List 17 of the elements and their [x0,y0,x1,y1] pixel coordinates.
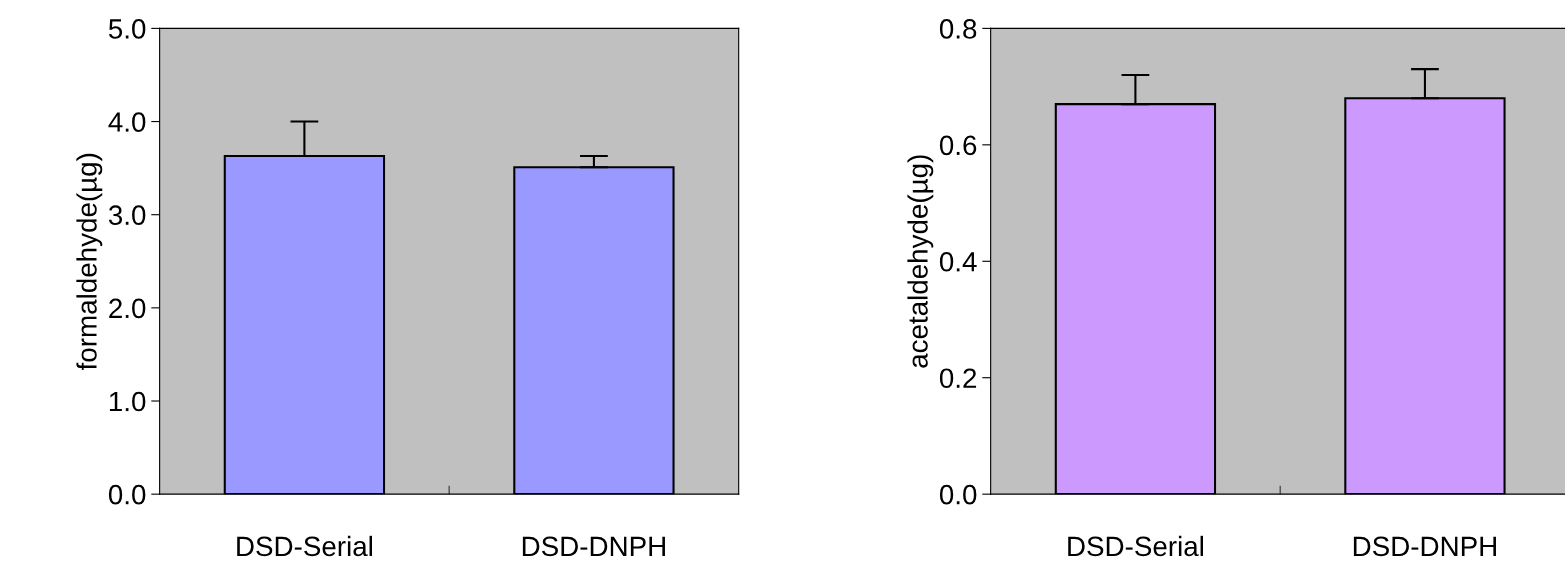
y-tick-label: 5.0 [108,19,146,39]
y-axis-title: formaldehyde(µg) [76,153,103,371]
x-tick-label: DSD-Serial [237,535,372,557]
y-tick-label: 4.0 [108,112,146,132]
y-tick-label: 0.0 [939,484,977,505]
y-tick-label: 0.2 [939,368,977,389]
y-tick-label: 1.0 [109,391,146,412]
y-tick-label: 0.6 [939,135,977,156]
y-tick-label: 0.8 [939,19,977,39]
x-tick-label: DSD-DNPH [1353,536,1496,557]
y-tick-label: 2.0 [109,298,146,319]
y-axis-title: acetaldehyde(µg) [907,155,934,368]
y-tick-label: 0.0 [108,484,146,505]
x-tick-label: DSD-DNPH [522,536,665,557]
y-tick-label: 0.4 [939,251,977,272]
y-tick-label: 3.0 [108,205,146,226]
x-tick-label: DSD-Serial [1068,535,1204,557]
